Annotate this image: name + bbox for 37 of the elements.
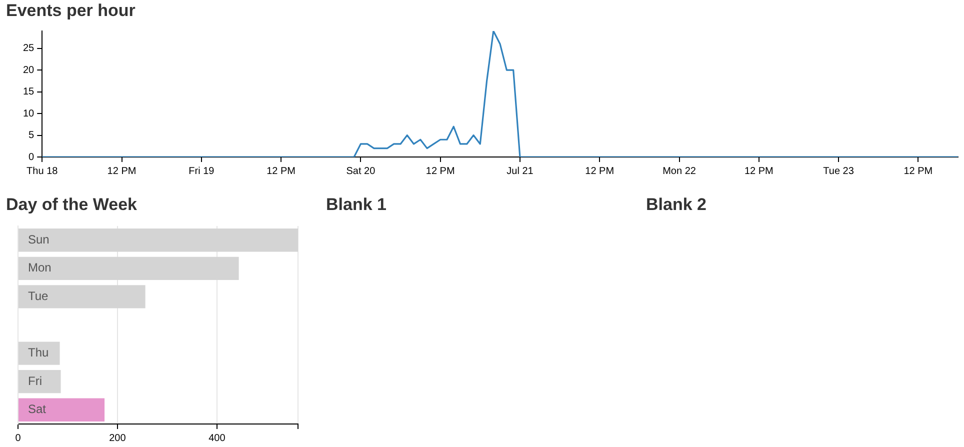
chart-title: Day of the Week bbox=[5, 194, 138, 216]
bar bbox=[18, 370, 61, 394]
y-tick-label: Sun bbox=[28, 232, 50, 246]
y-tick-label: 15 bbox=[23, 86, 35, 98]
y-tick-label: 25 bbox=[23, 43, 35, 54]
x-tick-label: 12 PM bbox=[266, 166, 296, 177]
x-tick-label: Fri 19 bbox=[188, 166, 215, 177]
x-tick-label: 400 bbox=[208, 432, 226, 444]
y-tick-label: 20 bbox=[23, 64, 35, 76]
bar bbox=[18, 342, 60, 365]
x-tick-label: 12 PM bbox=[426, 166, 455, 177]
y-tick-label: Thu bbox=[28, 346, 49, 360]
x-tick-label: 12 PM bbox=[904, 166, 933, 177]
bar bbox=[18, 228, 298, 252]
x-tick-label: 12 PM bbox=[107, 166, 136, 177]
x-tick-label: 12 PM bbox=[585, 166, 614, 177]
y-tick-label: 10 bbox=[23, 108, 35, 120]
x-tick-label: Thu 18 bbox=[26, 166, 58, 177]
y-tick-label: Mon bbox=[28, 260, 52, 275]
y-tick-label: 5 bbox=[28, 130, 35, 142]
y-tick-label: Fri bbox=[28, 374, 42, 388]
x-tick-label: 200 bbox=[109, 432, 126, 444]
text: Blank 2 bbox=[645, 194, 708, 216]
x-tick-label: Sat 20 bbox=[346, 166, 376, 177]
y-tick-label: Tue bbox=[28, 289, 49, 304]
x-tick-label: Mon 22 bbox=[662, 166, 696, 177]
x-tick-label: 0 bbox=[15, 432, 22, 444]
x-tick-label: 12 PM bbox=[744, 166, 774, 177]
y-tick-label: Sat bbox=[28, 402, 47, 416]
y-tick-label: 0 bbox=[28, 152, 35, 163]
text: Blank 1 bbox=[325, 194, 388, 216]
bar bbox=[18, 398, 105, 422]
x-tick-label: Tue 23 bbox=[823, 166, 854, 177]
chart-title: Events per hour bbox=[5, 0, 136, 22]
bar bbox=[18, 285, 146, 308]
x-tick-label: Jul 21 bbox=[506, 166, 534, 177]
bar bbox=[18, 256, 239, 280]
